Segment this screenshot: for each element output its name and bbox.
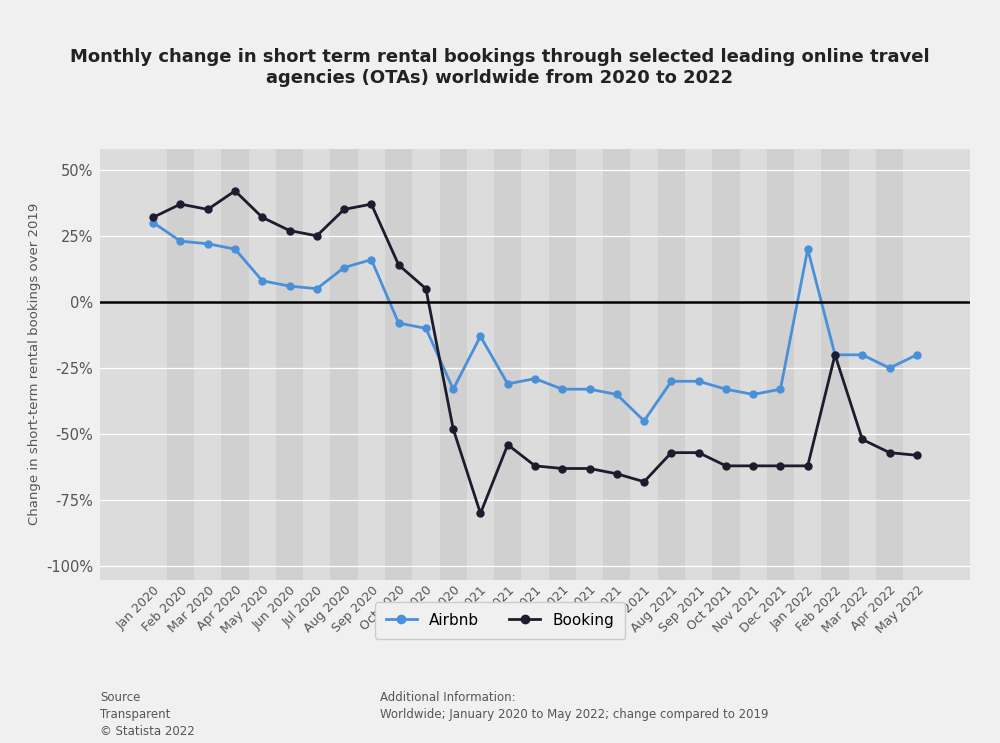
Booking: [420, 285, 432, 293]
Airbnb: [338, 263, 350, 272]
Bar: [603, 149, 630, 580]
Airbnb: [556, 385, 568, 394]
Airbnb: [229, 244, 241, 253]
Airbnb: [720, 385, 732, 394]
Booking: [202, 205, 214, 214]
Bar: [140, 149, 167, 580]
Airbnb: [447, 385, 459, 394]
Airbnb: [774, 385, 786, 394]
Booking: [393, 261, 405, 270]
Booking: [911, 451, 923, 460]
Bar: [385, 149, 412, 580]
Bar: [712, 149, 740, 580]
Booking: [829, 351, 841, 360]
Bar: [358, 149, 385, 580]
Booking: [474, 509, 486, 518]
Bar: [276, 149, 303, 580]
Text: Additional Information:
Worldwide; January 2020 to May 2022; change compared to : Additional Information: Worldwide; Janua…: [380, 691, 768, 721]
Bar: [740, 149, 767, 580]
Bar: [821, 149, 849, 580]
Booking: [229, 186, 241, 195]
Bar: [658, 149, 685, 580]
Booking: [174, 200, 186, 209]
Airbnb: [284, 282, 296, 291]
Airbnb: [884, 363, 896, 372]
Bar: [330, 149, 358, 580]
Airbnb: [529, 374, 541, 383]
Airbnb: [420, 324, 432, 333]
Booking: [638, 477, 650, 486]
Airbnb: [911, 351, 923, 360]
Booking: [774, 461, 786, 470]
Airbnb: [611, 390, 623, 399]
Bar: [467, 149, 494, 580]
Booking: [147, 213, 159, 222]
Bar: [849, 149, 876, 580]
Bar: [249, 149, 276, 580]
Y-axis label: Change in short-term rental bookings over 2019: Change in short-term rental bookings ove…: [28, 203, 41, 525]
Bar: [221, 149, 249, 580]
Airbnb: [829, 351, 841, 360]
Bar: [794, 149, 821, 580]
Booking: [256, 213, 268, 222]
Airbnb: [802, 244, 814, 253]
Bar: [167, 149, 194, 580]
Airbnb: [693, 377, 705, 386]
Booking: [802, 461, 814, 470]
Booking: [529, 461, 541, 470]
Airbnb: [584, 385, 596, 394]
Line: Airbnb: Airbnb: [150, 219, 920, 424]
Booking: [884, 448, 896, 457]
Booking: [284, 226, 296, 235]
Booking: [502, 441, 514, 450]
Text: Source
Transparent
© Statista 2022: Source Transparent © Statista 2022: [100, 691, 195, 738]
Airbnb: [202, 239, 214, 248]
Bar: [412, 149, 440, 580]
Booking: [747, 461, 759, 470]
Airbnb: [311, 285, 323, 293]
Airbnb: [638, 417, 650, 426]
Line: Booking: Booking: [150, 187, 920, 517]
Booking: [556, 464, 568, 473]
Text: Monthly change in short term rental bookings through selected leading online tra: Monthly change in short term rental book…: [70, 48, 930, 87]
Bar: [685, 149, 712, 580]
Booking: [365, 200, 377, 209]
Airbnb: [256, 276, 268, 285]
Booking: [693, 448, 705, 457]
Airbnb: [147, 218, 159, 227]
Booking: [665, 448, 677, 457]
Booking: [311, 231, 323, 240]
Airbnb: [365, 255, 377, 264]
Bar: [494, 149, 521, 580]
Booking: [447, 424, 459, 433]
Bar: [440, 149, 467, 580]
Bar: [903, 149, 930, 580]
Airbnb: [502, 380, 514, 389]
Booking: [584, 464, 596, 473]
Bar: [876, 149, 903, 580]
Booking: [856, 435, 868, 444]
Booking: [611, 470, 623, 478]
Bar: [194, 149, 221, 580]
Airbnb: [174, 237, 186, 246]
Bar: [521, 149, 549, 580]
Bar: [549, 149, 576, 580]
Bar: [303, 149, 330, 580]
Bar: [767, 149, 794, 580]
Bar: [630, 149, 658, 580]
Booking: [720, 461, 732, 470]
Airbnb: [856, 351, 868, 360]
Bar: [576, 149, 603, 580]
Airbnb: [665, 377, 677, 386]
Airbnb: [747, 390, 759, 399]
Airbnb: [474, 332, 486, 341]
Booking: [338, 205, 350, 214]
Airbnb: [393, 319, 405, 328]
Legend: Airbnb, Booking: Airbnb, Booking: [375, 603, 625, 639]
